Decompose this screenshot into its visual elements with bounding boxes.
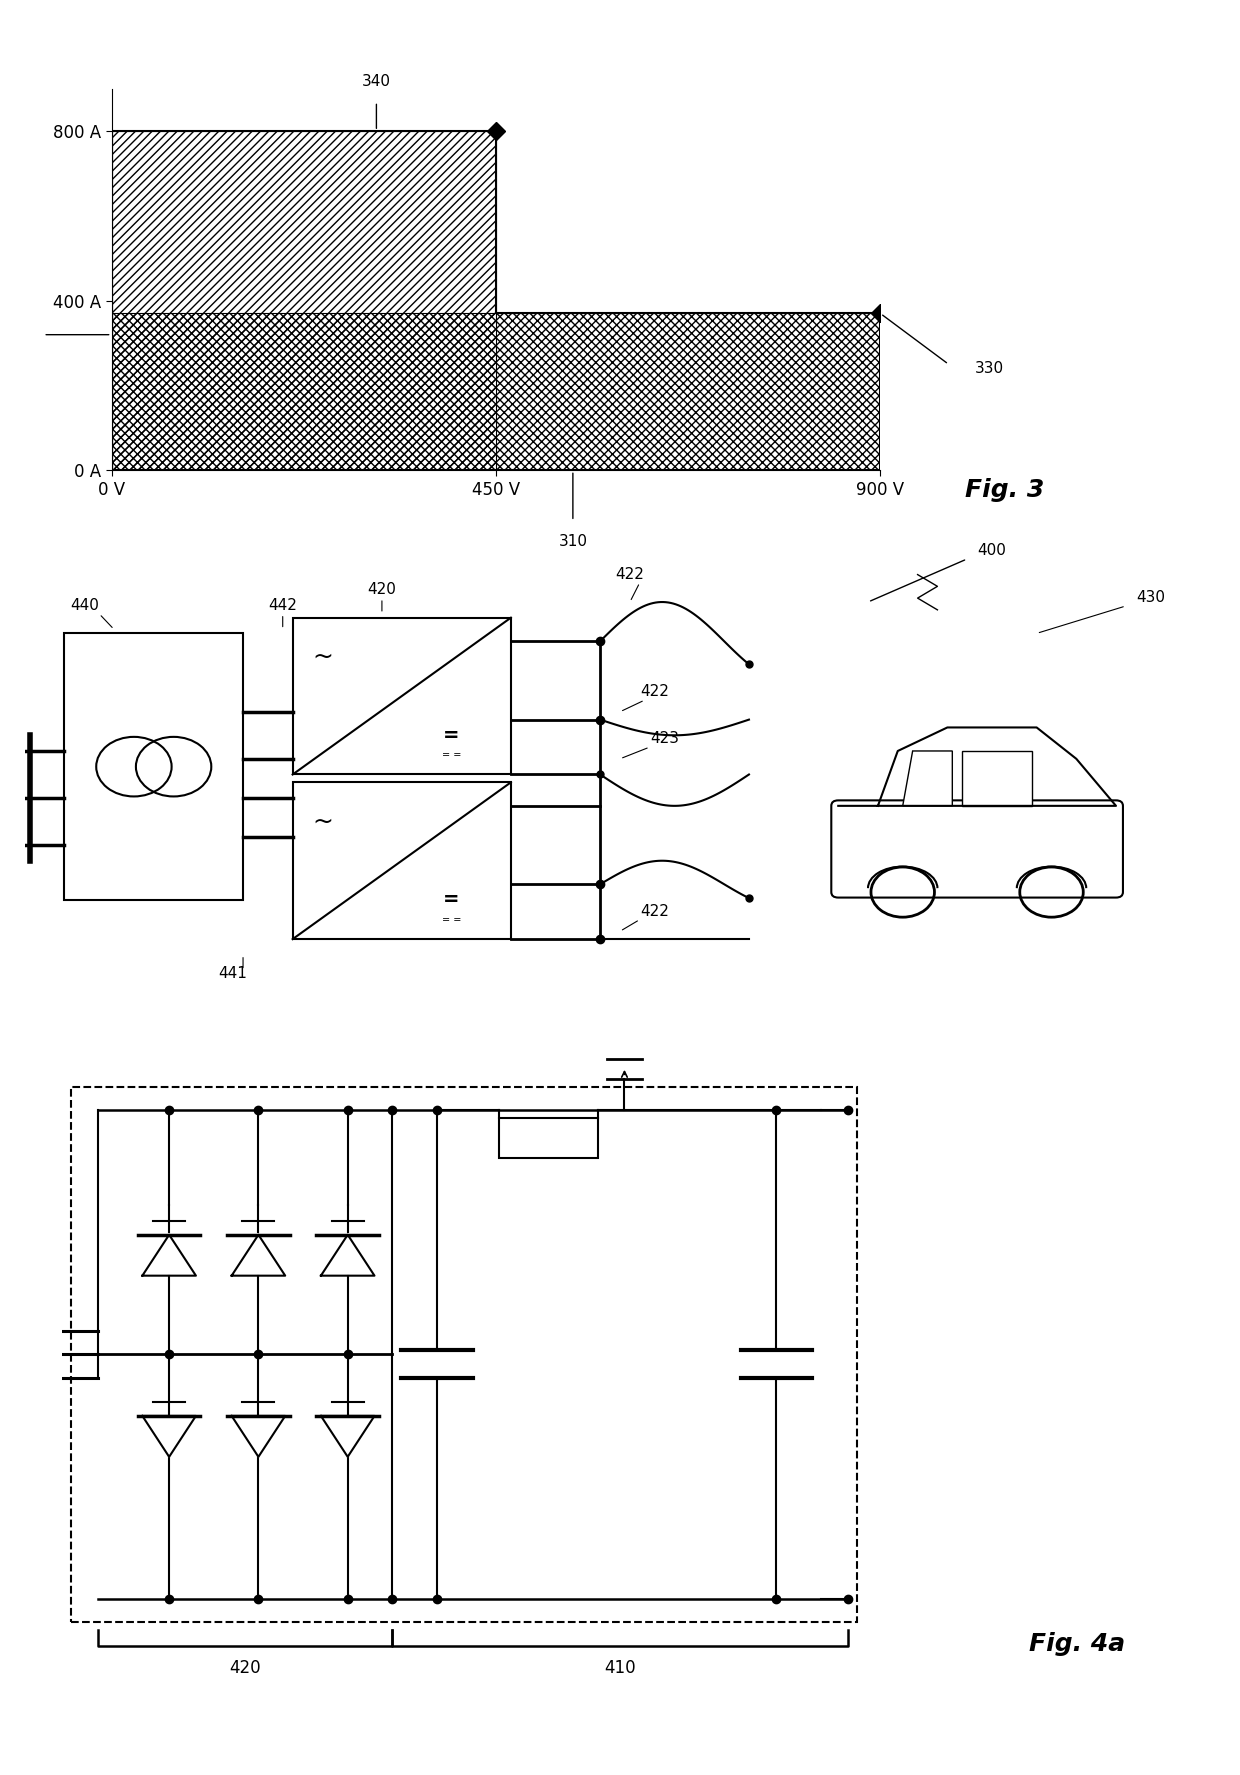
FancyBboxPatch shape [831,801,1123,898]
Text: = =: = = [441,749,461,760]
Polygon shape [321,1416,374,1457]
Text: 420: 420 [229,1660,260,1677]
Text: 422: 422 [640,683,668,699]
Polygon shape [232,1416,285,1457]
Polygon shape [321,1235,374,1276]
Bar [293,618,511,774]
Text: 430: 430 [1136,589,1164,605]
Text: = =: = = [441,914,461,925]
Bar [112,131,496,470]
Text: 422: 422 [640,903,668,919]
Text: 400: 400 [977,543,1006,557]
Text: ~: ~ [312,644,332,669]
Text: 441: 441 [218,966,248,982]
Text: =: = [443,726,460,745]
Text: 340: 340 [362,75,391,89]
Bar [112,314,880,470]
Bar [293,783,511,939]
Text: Fig. 4a: Fig. 4a [1029,1631,1126,1656]
Text: 422: 422 [615,566,644,582]
FancyBboxPatch shape [71,1086,857,1622]
Text: =: = [443,891,460,909]
Polygon shape [143,1416,196,1457]
Text: 310: 310 [558,534,588,548]
Polygon shape [143,1235,196,1276]
Polygon shape [903,751,952,806]
Text: ~: ~ [312,809,332,834]
Text: 442: 442 [268,598,298,612]
Bar [500,1118,598,1157]
Text: Fig. 3: Fig. 3 [965,477,1044,502]
Text: 440: 440 [69,598,99,612]
Polygon shape [232,1235,285,1276]
Text: 330: 330 [975,360,1003,376]
Text: 423: 423 [650,731,678,746]
Text: 420: 420 [367,582,397,596]
Polygon shape [962,751,1032,806]
Bar [64,634,243,900]
Text: 410: 410 [604,1660,636,1677]
